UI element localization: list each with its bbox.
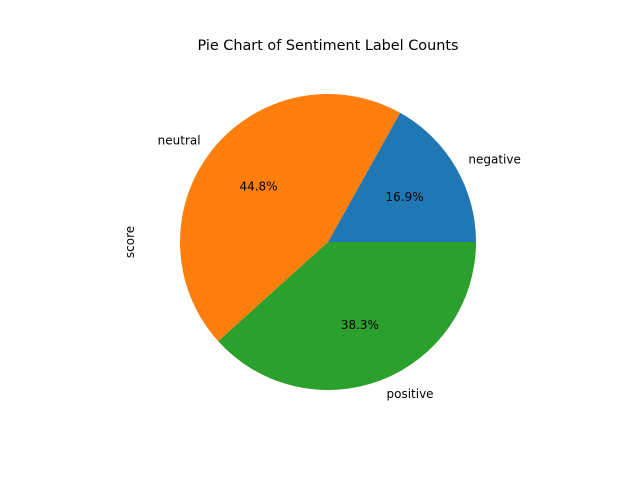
chart-title: Pie Chart of Sentiment Label Counts (198, 38, 459, 54)
y-axis-label: score (123, 226, 137, 258)
pie-slice-negative (328, 112, 476, 242)
slice-percent-neutral: 44.8% (239, 180, 277, 194)
pie-slice-neutral (180, 94, 401, 342)
pie-slice-positive (218, 242, 476, 391)
slice-label-neutral: neutral (158, 134, 201, 148)
pie-slices (180, 94, 476, 391)
slice-percent-positive: 38.3% (341, 318, 379, 332)
pie-labels: negative 16.9% neutral 44.8% positive 38.3% (158, 134, 521, 401)
slice-label-positive: positive (387, 387, 434, 401)
slice-percent-negative: 16.9% (386, 190, 424, 204)
slice-label-negative: negative (468, 153, 520, 167)
